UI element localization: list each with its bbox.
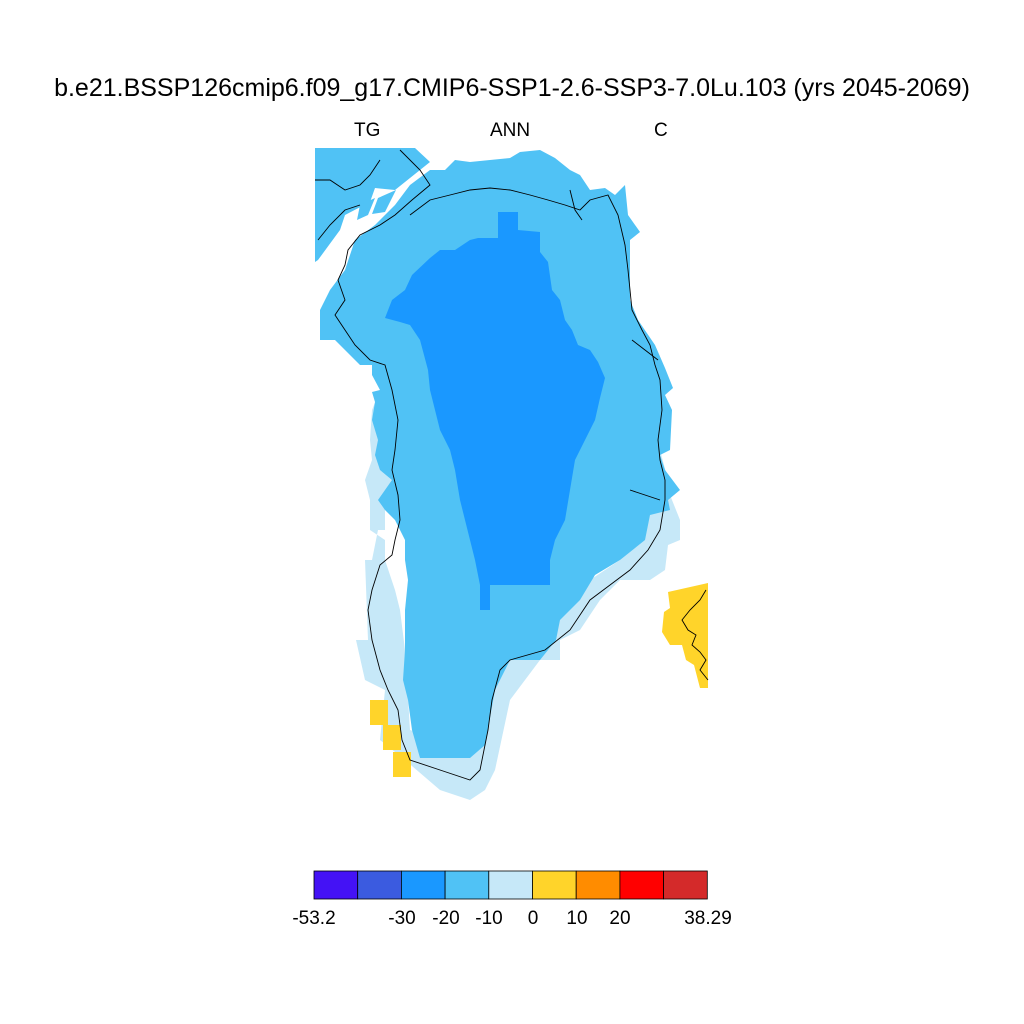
colorbar-swatch xyxy=(313,870,359,900)
colorbar-swatch xyxy=(532,870,577,900)
units-label: C xyxy=(654,120,668,141)
region-northwest-islands-b xyxy=(357,198,375,220)
east-patch-coastline xyxy=(681,589,709,681)
region-northwest-islands-c xyxy=(372,190,396,214)
colorbar-tick-label: 10 xyxy=(566,908,587,929)
colorbar-tick-label: 0 xyxy=(528,908,539,929)
colorbar-tick-label: 38.29 xyxy=(684,908,732,929)
colorbar-swatch xyxy=(488,870,533,900)
region-east-coast-patch xyxy=(662,583,708,688)
region-southern-tip-c xyxy=(393,752,411,777)
colorbar-swatch xyxy=(575,870,621,900)
region-southern-tip-a xyxy=(370,700,388,725)
colorbar-swatch xyxy=(663,870,708,900)
region-southern-tip-b xyxy=(383,725,401,750)
colorbar-tick-label: -10 xyxy=(475,908,502,929)
region-northwest-islands xyxy=(315,148,430,262)
colorbar-swatch xyxy=(400,870,446,900)
plot-title: b.e21.BSSP126cmip6.f09_g17.CMIP6-SSP1-2.… xyxy=(54,74,970,102)
variable-label: TG xyxy=(354,120,381,141)
coastline xyxy=(315,149,666,781)
colorbar-tick-label: 20 xyxy=(609,908,630,929)
region-interior xyxy=(385,212,605,610)
colorbar-tick-label: -53.2 xyxy=(292,908,335,929)
colorbar-swatch xyxy=(357,870,402,900)
period-label: ANN xyxy=(490,120,531,141)
colorbar-swatch xyxy=(619,870,665,900)
colorbar-tick-label: -30 xyxy=(388,908,415,929)
colorbar-swatch xyxy=(444,870,490,900)
colorbar-tick-label: -20 xyxy=(432,908,459,929)
